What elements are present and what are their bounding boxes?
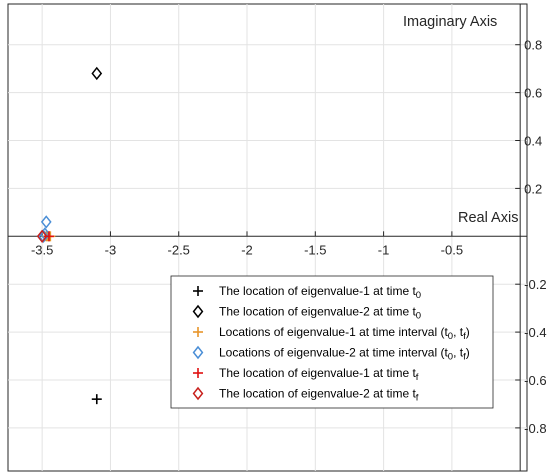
y-tick-label: -0.2 xyxy=(524,277,546,292)
legend-marker xyxy=(192,386,204,401)
axes xyxy=(8,4,527,471)
x-tick-label: -3 xyxy=(105,242,117,257)
legend-text-part: ) xyxy=(466,346,470,360)
y-tick-label: -0.4 xyxy=(524,325,546,340)
legend-entry-label: The location of eigenvalue-2 at time t0 xyxy=(219,305,421,322)
legend-text-part: The location of eigenvalue-1 at time t xyxy=(219,284,416,298)
legend-subscript: 0 xyxy=(448,352,453,363)
x-tick-label: -1.5 xyxy=(304,242,326,257)
legend-subscript: f xyxy=(416,372,419,383)
data-markers xyxy=(36,66,103,405)
legend-marker xyxy=(193,368,203,378)
legend-text-part: ) xyxy=(466,325,470,339)
legend-entry-label: Locations of eigenvalue-1 at time interv… xyxy=(219,325,470,342)
legend-marker xyxy=(193,327,203,337)
legend-text-part: , t xyxy=(453,325,464,339)
y-tick-label: 0.8 xyxy=(524,38,542,53)
y-tick-label: -0.8 xyxy=(524,421,546,436)
legend-marker xyxy=(193,286,203,296)
y-tick-label: 0.6 xyxy=(524,86,542,101)
y-tick-label: -0.6 xyxy=(524,373,546,388)
legend-subscript: 0 xyxy=(416,311,421,322)
legend-subscript: 0 xyxy=(448,331,453,342)
y-axis-label: Imaginary Axis xyxy=(403,14,497,30)
legend-entry-label: The location of eigenvalue-2 at time tf xyxy=(219,387,419,404)
x-tick-label: -3.5 xyxy=(31,242,53,257)
diamond-marker xyxy=(40,215,52,229)
x-axis-label: Real Axis xyxy=(458,210,518,226)
tick-labels: -3.5 -3 -2.5 -2 -1.5 -1 -0.5 -0.8 -0.6 -0.4 -0.2 0.… xyxy=(31,38,547,436)
legend-subscript: f xyxy=(463,352,466,363)
legend-entry-label: The location of eigenvalue-1 at time t0 xyxy=(219,284,421,301)
x-tick-label: -0.5 xyxy=(441,242,463,257)
y-tick-label: 0.4 xyxy=(524,134,542,149)
diamond-marker xyxy=(91,66,103,81)
x-tick-label: -2.5 xyxy=(168,242,190,257)
legend-subscript: f xyxy=(416,393,419,404)
legend: The location of eigenvalue-1 at time t0T… xyxy=(170,275,494,409)
legend-marker xyxy=(192,304,204,319)
legend-subscript: 0 xyxy=(416,290,421,301)
plus-marker xyxy=(91,394,102,405)
diamond-marker xyxy=(38,229,49,244)
legend-entry-label: The location of eigenvalue-1 at time tf xyxy=(219,366,419,383)
legend-text-part: The location of eigenvalue-2 at time t xyxy=(219,305,416,319)
legend-text-part: , t xyxy=(453,346,464,360)
legend-box xyxy=(170,275,494,409)
x-tick-label: -2 xyxy=(241,242,253,257)
legend-text-part: Locations of eigenvalue-1 at time interv… xyxy=(219,325,448,339)
legend-marker xyxy=(192,345,204,360)
y-tick-label: 0.2 xyxy=(524,181,542,196)
legend-subscript: f xyxy=(463,331,466,342)
diamond-marker xyxy=(36,229,48,244)
legend-text-part: The location of eigenvalue-2 at time t xyxy=(219,387,416,401)
legend-text-part: The location of eigenvalue-1 at time t xyxy=(219,366,416,380)
legend-text-part: Locations of eigenvalue-2 at time interv… xyxy=(219,346,448,360)
legend-entry-label: Locations of eigenvalue-2 at time interv… xyxy=(219,346,470,363)
x-tick-label: -1 xyxy=(378,242,390,257)
